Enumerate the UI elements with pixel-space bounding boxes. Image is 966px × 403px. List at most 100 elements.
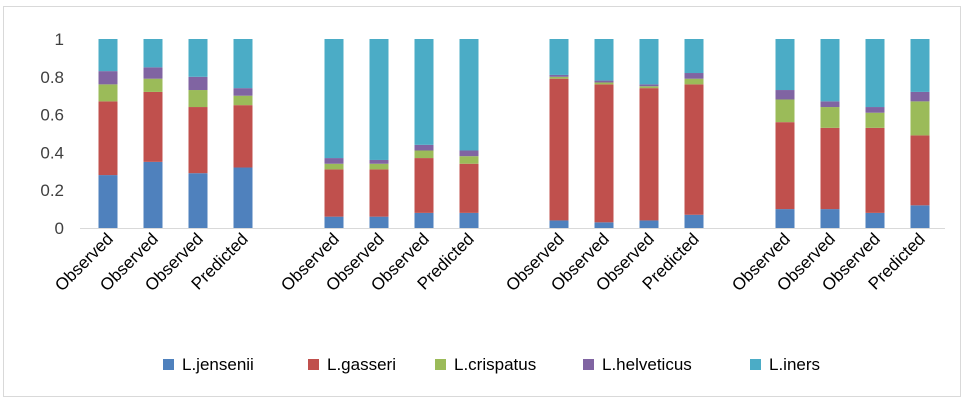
bar-segment-l-crispatus — [459, 156, 479, 164]
y-tick-label: 0.6 — [40, 106, 64, 125]
bar-segment-l-crispatus — [98, 84, 118, 102]
bar-segment-l-jensenii — [98, 175, 118, 228]
legend-label: L.crispatus — [454, 355, 536, 374]
bar-segment-l-iners — [98, 39, 118, 72]
legend-label: L.jensenii — [182, 355, 254, 374]
bar-segment-l-crispatus — [910, 101, 930, 136]
y-tick-label: 1 — [55, 30, 64, 49]
bar-segment-l-crispatus — [369, 163, 389, 170]
bar-segment-l-crispatus — [684, 78, 704, 85]
bar-segment-l-helveticus — [414, 144, 434, 151]
bar-segment-l-crispatus — [549, 76, 569, 79]
bar-segment-l-helveticus — [459, 150, 479, 157]
plot-area — [98, 39, 930, 228]
bar-segment-l-gasseri — [639, 88, 659, 221]
bar-segment-l-crispatus — [324, 163, 344, 170]
bar-segment-l-crispatus — [233, 95, 253, 106]
bar-segment-l-jensenii — [775, 209, 795, 228]
bar-segment-l-iners — [684, 39, 704, 74]
bar-segment-l-gasseri — [549, 78, 569, 221]
bar-segment-l-iners — [414, 39, 434, 145]
bar-segment-l-jensenii — [594, 222, 614, 228]
bar-segment-l-helveticus — [639, 84, 659, 87]
legend-item-l-gasseri: L.gasseri — [308, 355, 396, 374]
y-tick-label: 0.2 — [40, 181, 64, 200]
legend-item-l-crispatus: L.crispatus — [435, 355, 536, 374]
bar-segment-l-helveticus — [324, 158, 344, 164]
legend-swatch — [163, 359, 174, 370]
bar-segment-l-gasseri — [865, 127, 885, 213]
bar-segment-l-gasseri — [459, 163, 479, 213]
bar-segment-l-gasseri — [233, 105, 253, 168]
chart-frame — [3, 6, 961, 397]
bar-segment-l-jensenii — [414, 212, 434, 228]
bar-segment-l-crispatus — [414, 150, 434, 159]
bar-segment-l-jensenii — [910, 205, 930, 228]
legend-label: L.iners — [769, 355, 820, 374]
bar-segment-l-helveticus — [98, 71, 118, 85]
bar-segment-l-gasseri — [369, 169, 389, 217]
bar-segment-l-iners — [549, 39, 569, 75]
y-tick-label: 0.4 — [40, 143, 64, 162]
bar-segment-l-gasseri — [414, 158, 434, 213]
legend-item-l-helveticus: L.helveticus — [583, 355, 692, 374]
bar-segment-l-iners — [233, 39, 253, 89]
bar-segment-l-jensenii — [369, 216, 389, 228]
legend-label: L.gasseri — [327, 355, 396, 374]
bar-segment-l-gasseri — [324, 169, 344, 217]
bar-segment-l-iners — [910, 39, 930, 92]
bar-segment-l-helveticus — [775, 90, 795, 100]
bar-segment-l-gasseri — [775, 122, 795, 210]
bar-segment-l-helveticus — [233, 88, 253, 96]
bar-segment-l-crispatus — [775, 99, 795, 123]
bar-segment-l-jensenii — [324, 216, 344, 228]
bar-segment-l-gasseri — [594, 84, 614, 223]
bar-segment-l-crispatus — [143, 78, 163, 92]
bar-segment-l-helveticus — [865, 107, 885, 113]
bar-segment-l-helveticus — [188, 76, 208, 91]
bar-segment-l-helveticus — [594, 80, 614, 83]
bar-segment-l-iners — [639, 39, 659, 85]
bar-segment-l-crispatus — [865, 112, 885, 128]
bar-segment-l-gasseri — [98, 101, 118, 176]
bar-segment-l-iners — [324, 39, 344, 159]
bar-segment-l-helveticus — [820, 101, 840, 108]
legend-label: L.helveticus — [602, 355, 692, 374]
legend-swatch — [583, 359, 594, 370]
bar-segment-l-iners — [143, 39, 163, 68]
bar-segment-l-helveticus — [369, 159, 389, 164]
bar-segment-l-jensenii — [459, 212, 479, 228]
bar-segment-l-helveticus — [910, 91, 930, 102]
bar-segment-l-crispatus — [594, 82, 614, 85]
bar-segment-l-iners — [865, 39, 885, 108]
bar-segment-l-jensenii — [865, 212, 885, 228]
bar-segment-l-gasseri — [684, 84, 704, 215]
bar-segment-l-jensenii — [639, 220, 659, 228]
bar-segment-l-jensenii — [143, 161, 163, 228]
bar-segment-l-helveticus — [684, 73, 704, 79]
bar-segment-l-gasseri — [820, 127, 840, 210]
bar-segment-l-crispatus — [188, 90, 208, 108]
bar-segment-l-jensenii — [820, 209, 840, 228]
legend-item-l-jensenii: L.jensenii — [163, 355, 254, 374]
bar-segment-l-iners — [369, 39, 389, 160]
bar-segment-l-crispatus — [820, 107, 840, 128]
bar-segment-l-gasseri — [188, 107, 208, 174]
legend-item-l-iners: L.iners — [750, 355, 820, 374]
y-tick-label: 0.8 — [40, 68, 64, 87]
bar-segment-l-gasseri — [143, 91, 163, 162]
bar-segment-l-gasseri — [910, 135, 930, 206]
bar-segment-l-jensenii — [684, 214, 704, 228]
legend-swatch — [308, 359, 319, 370]
bar-segment-l-iners — [820, 39, 840, 102]
bar-segment-l-jensenii — [233, 167, 253, 228]
bar-segment-l-jensenii — [549, 220, 569, 228]
y-tick-label: 0 — [55, 219, 64, 238]
legend-swatch — [435, 359, 446, 370]
bar-segment-l-jensenii — [188, 173, 208, 228]
legend: L.jensenii L.gasseri L.crispatus L.helvetic… — [163, 355, 820, 374]
bar-segment-l-helveticus — [549, 74, 569, 77]
bar-segment-l-iners — [775, 39, 795, 91]
